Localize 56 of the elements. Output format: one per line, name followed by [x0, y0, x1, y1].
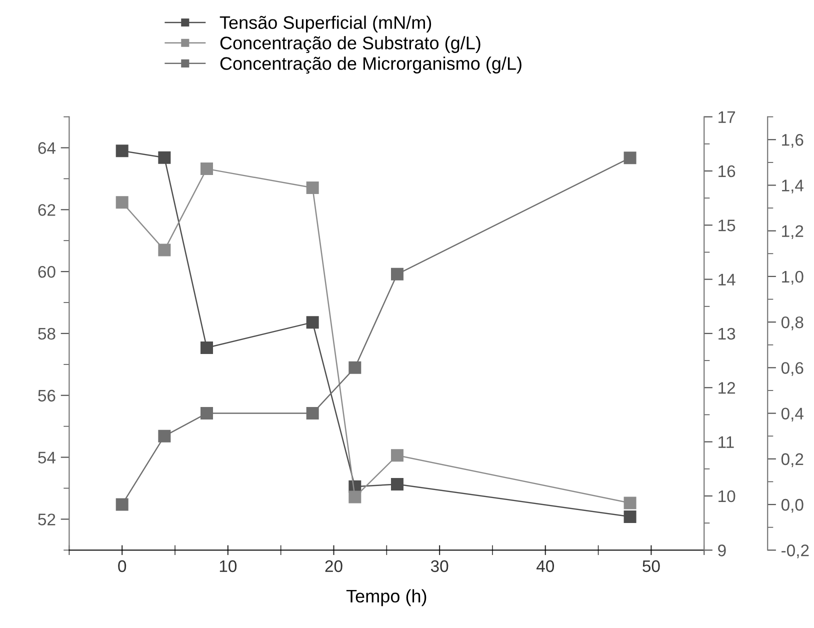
y3-tick-label: 0,6 [781, 362, 804, 376]
x-tick-label: 20 [325, 560, 342, 572]
point [624, 496, 636, 510]
y-tick-label: 56 [38, 390, 56, 402]
x-tick-label: 30 [430, 560, 448, 572]
y3-tick-label: 0,0 [781, 498, 804, 513]
y3-tick-label: 0,2 [781, 453, 804, 468]
point [390, 268, 404, 280]
legend-label: Tensão Superficial (mN/m) [220, 16, 432, 33]
legend-label: Concentração de Substrato (g/L) [220, 36, 480, 54]
y2-tick-label: 12 [718, 382, 736, 394]
point [390, 478, 404, 490]
point [158, 151, 171, 164]
y3-tick-label: -0,2 [782, 544, 809, 558]
y3-tick-label: 0,4 [781, 408, 804, 422]
legend-label: Concentração de Microrganismo (g/L) [220, 56, 522, 74]
y-tick-label: 54 [38, 452, 56, 464]
point [116, 196, 128, 209]
y3-tick-label: 1,0 [782, 270, 804, 285]
y3-tick-label: 1,6 [782, 134, 804, 148]
point [306, 316, 319, 329]
point [200, 162, 214, 176]
point [348, 490, 362, 504]
point [158, 244, 171, 256]
y-tick-label: 58 [38, 328, 56, 340]
y-tick-label: 62 [38, 204, 56, 216]
point [158, 430, 171, 442]
y2-tick-label: 15 [718, 220, 736, 232]
y2-tick-label: 16 [718, 165, 736, 178]
y2-tick-label: 10 [718, 490, 736, 502]
point [624, 510, 636, 523]
point [624, 152, 636, 164]
y-tick-label: 64 [38, 142, 56, 154]
y3-tick-label: 0,8 [781, 316, 804, 330]
x-axis-title: Tempo (h) [346, 589, 426, 606]
y-tick-label: 60 [38, 266, 56, 278]
point [116, 498, 128, 511]
point [390, 449, 404, 462]
y3-tick-label: 1,2 [782, 225, 804, 240]
x-tick-label: 40 [536, 560, 554, 572]
point [200, 407, 214, 420]
y2-tick-label: 17 [718, 111, 736, 123]
point [348, 361, 362, 374]
y3-tick-label: 1,4 [782, 180, 804, 194]
y2-tick-label: 13 [718, 328, 736, 340]
point [116, 144, 128, 158]
point [306, 182, 319, 194]
point [306, 407, 319, 420]
x-tick-label: 10 [220, 560, 237, 572]
y2-tick-label: 14 [718, 274, 736, 286]
y-tick-label: 52 [38, 514, 56, 526]
y2-tick-label: 11 [718, 436, 734, 448]
x-tick-label: 50 [642, 560, 660, 572]
point [200, 341, 214, 354]
y2-tick-label: 9 [718, 544, 726, 556]
x-tick-label: 0 [118, 560, 126, 572]
